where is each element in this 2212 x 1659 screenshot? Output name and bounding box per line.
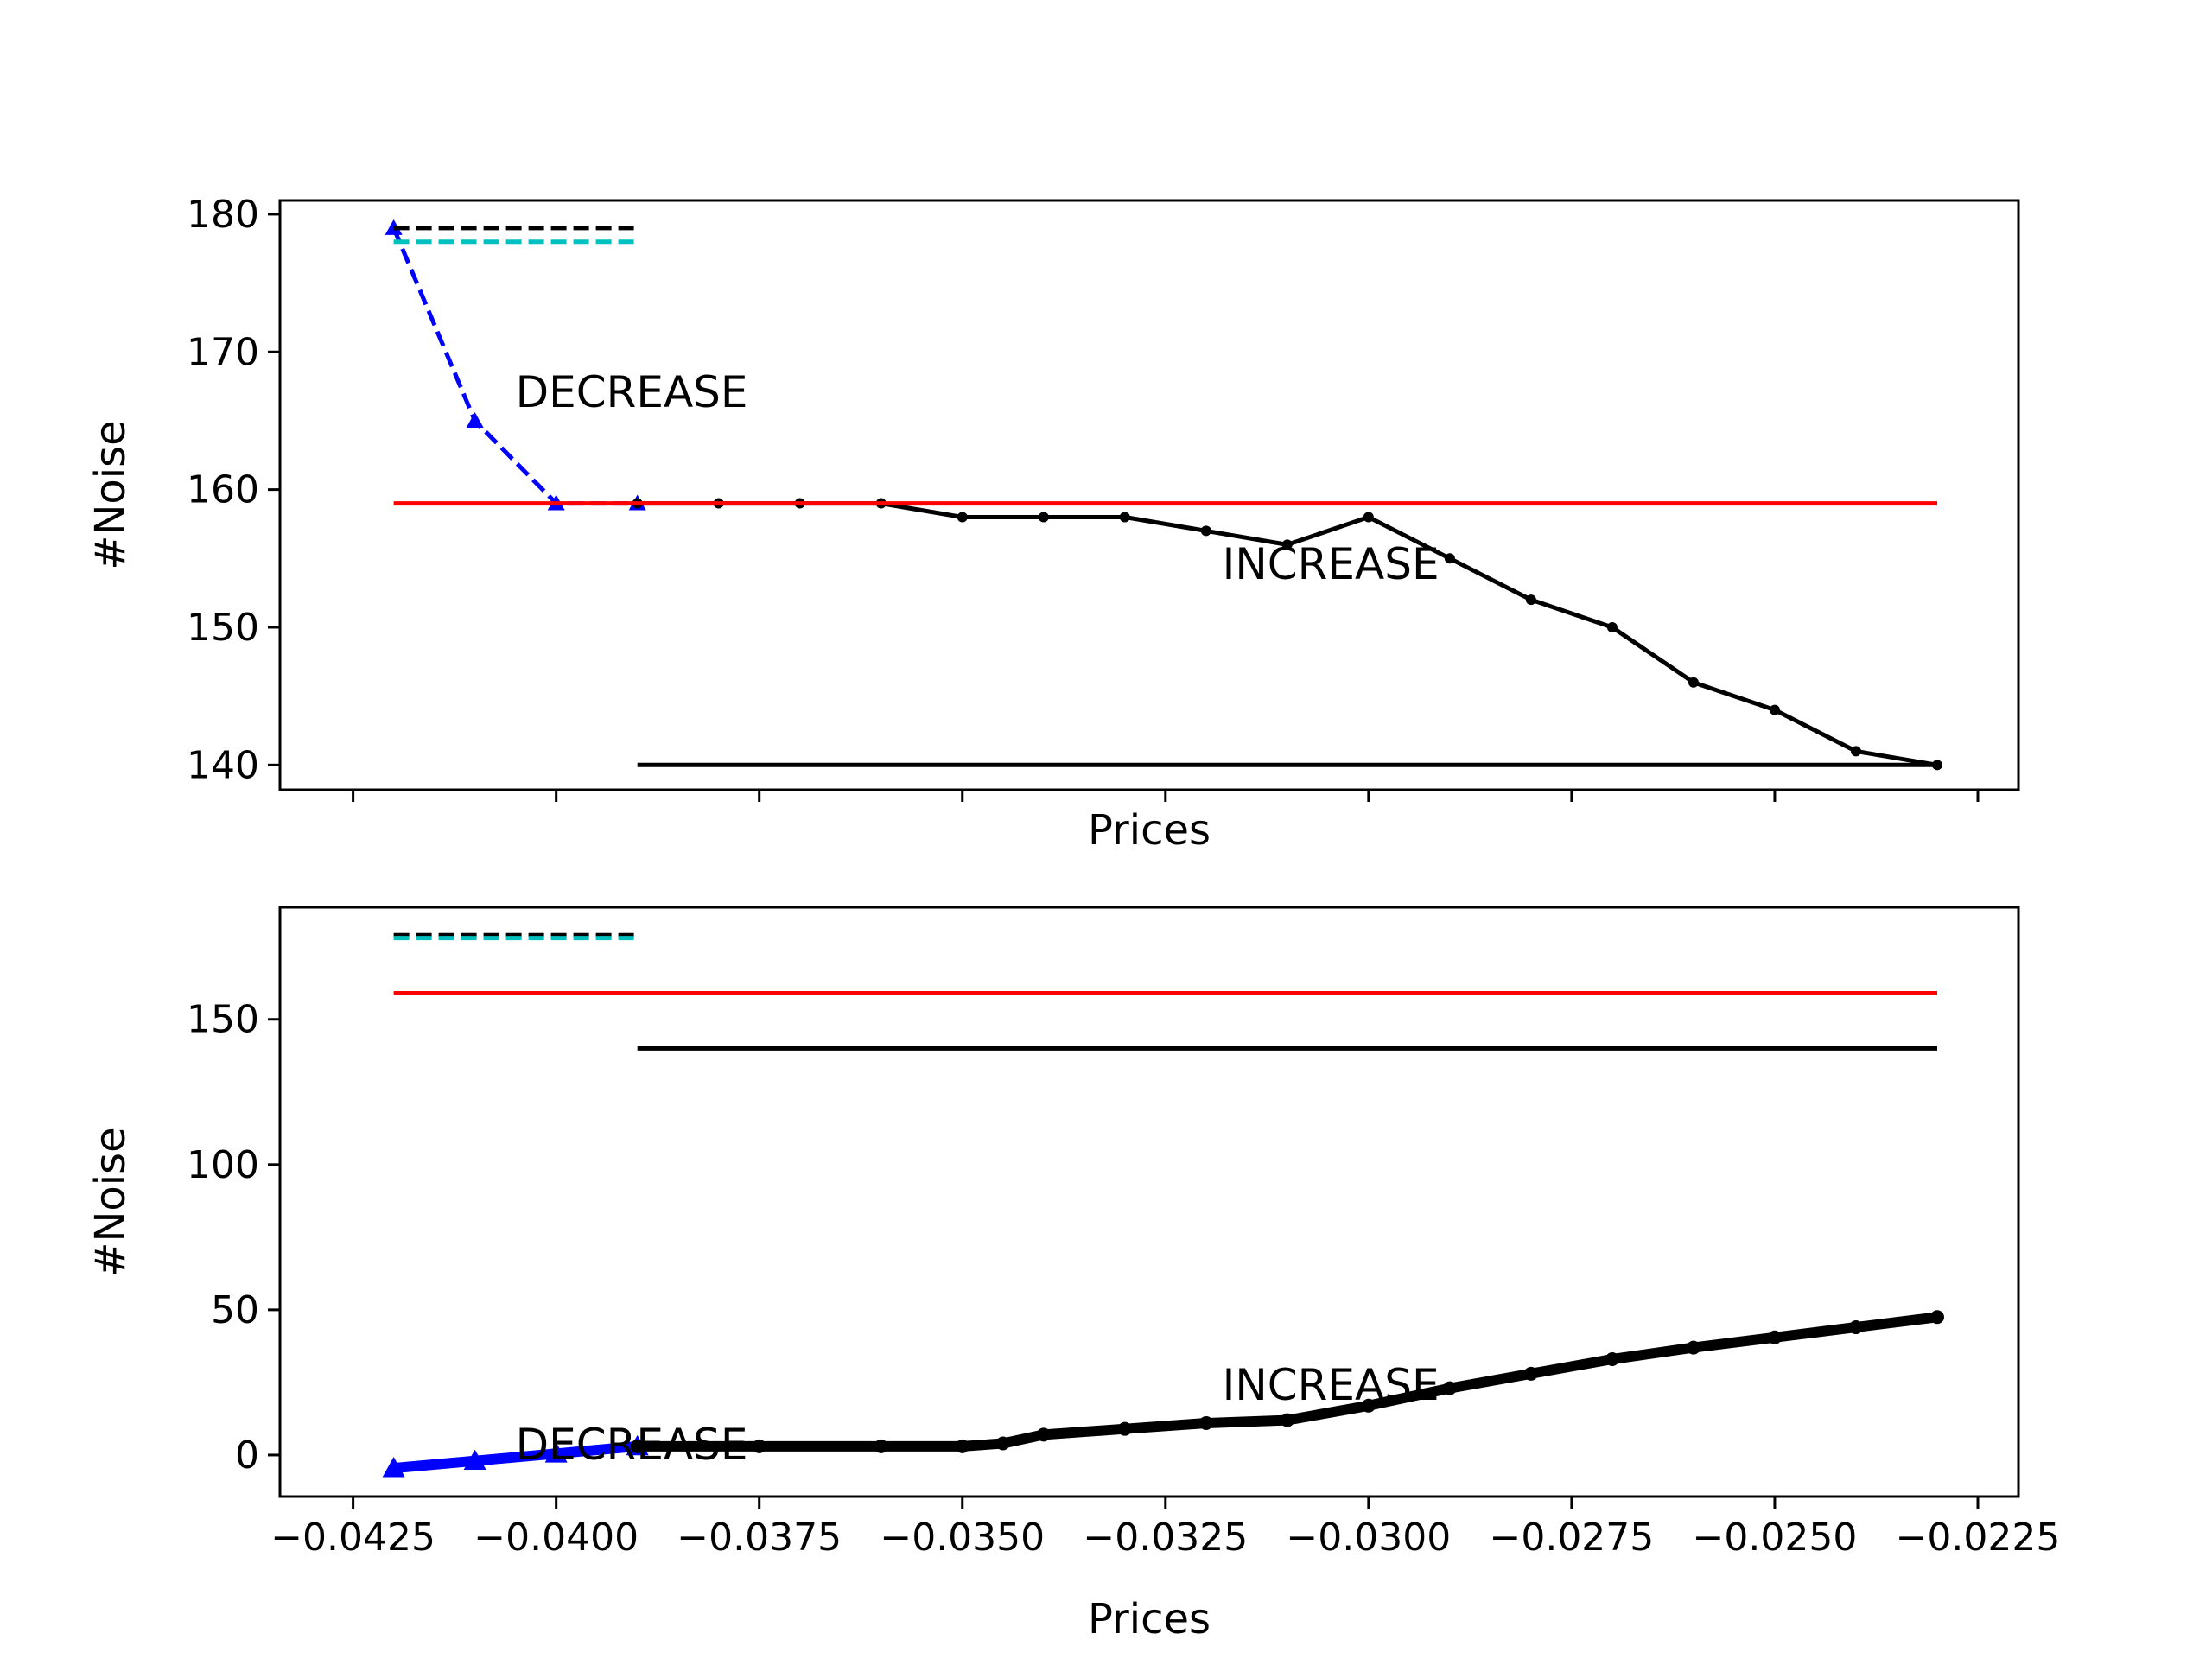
top-series-layer (385, 219, 1942, 771)
series-line-0 (388, 1440, 643, 1474)
y-tick-label: 160 (187, 468, 259, 512)
data-point (1363, 512, 1374, 523)
top-tick-layer: 140 150 160 170 180 (187, 193, 1980, 802)
data-point (995, 1436, 1010, 1451)
data-point (1198, 1415, 1213, 1430)
annotation-increase: INCREASE (1223, 1360, 1440, 1410)
y-tick-label: 180 (187, 193, 259, 237)
annotation-increase: INCREASE (1223, 539, 1440, 589)
data-point (1119, 512, 1130, 523)
data-point (1929, 1310, 1944, 1325)
data-point (955, 1439, 969, 1453)
data-point-triangle (382, 1457, 405, 1478)
bottom-tick-layer: −0.0425 −0.0400 −0.0375 −0.0350 −0.0325 −0.03… (187, 998, 2060, 1560)
data-point (1280, 1413, 1294, 1427)
data-point (1769, 704, 1780, 715)
data-point (1036, 1427, 1051, 1442)
x-tick-label: −0.0225 (1896, 1516, 2061, 1560)
data-point (630, 1439, 645, 1453)
top-plot-area (278, 199, 2020, 791)
x-tick-label: −0.0425 (270, 1516, 435, 1560)
top-annotations: DECREASE INCREASE (516, 367, 1440, 589)
data-point-triangle (466, 411, 484, 428)
data-point (1038, 512, 1049, 523)
x-tick-label: −0.0300 (1286, 1516, 1451, 1560)
data-point (1281, 539, 1293, 550)
data-point-triangle (544, 1442, 568, 1463)
annotation-decrease: DECREASE (516, 367, 748, 417)
data-point (752, 1439, 766, 1453)
data-point (1605, 1352, 1619, 1367)
bottom-plot-area (278, 906, 2020, 1498)
y-tick-label: 140 (187, 743, 259, 787)
top-y-axis-label: #Noise (86, 420, 135, 569)
x-tick-label: −0.0375 (677, 1516, 842, 1560)
data-point (1444, 553, 1455, 564)
data-point (1688, 677, 1699, 688)
data-point (957, 512, 968, 523)
y-tick-label: 100 (187, 1143, 259, 1187)
x-tick-label: −0.0350 (880, 1516, 1045, 1560)
bottom-series-layer (382, 932, 1944, 1478)
data-point (874, 1439, 888, 1453)
data-point (1117, 1421, 1132, 1436)
y-tick-label: 150 (187, 606, 259, 650)
bottom-annotations: DECREASE INCREASE (516, 1360, 1440, 1470)
x-tick-label: −0.0400 (474, 1516, 639, 1560)
data-point (1686, 1340, 1700, 1355)
data-point (1525, 594, 1536, 606)
data-point (1200, 525, 1211, 537)
x-tick-label: −0.0250 (1693, 1516, 1858, 1560)
x-tick-label: −0.0325 (1083, 1516, 1248, 1560)
annotation-decrease: DECREASE (516, 1420, 748, 1470)
axes-frame (278, 906, 2020, 1498)
data-point (1848, 1320, 1863, 1335)
bottom-x-axis-label: Prices (1088, 1595, 1211, 1643)
data-point-triangle (463, 1449, 486, 1471)
top-subplot: DECREASE INCREASE 140 150 160 170 180 Prices… (86, 193, 2020, 855)
data-point (1361, 1398, 1376, 1413)
data-point (1523, 1366, 1538, 1381)
bottom-subplot: DECREASE INCREASE −0.0425 −0.0400 −0.0375−… (86, 906, 2060, 1643)
x-tick-label: −0.0275 (1489, 1516, 1654, 1560)
y-tick-label: 150 (187, 998, 259, 1042)
data-point (1442, 1381, 1457, 1395)
y-tick-label: 0 (235, 1433, 259, 1478)
data-point (1767, 1330, 1782, 1344)
y-tick-label: 50 (211, 1288, 259, 1332)
data-point (1850, 746, 1861, 757)
data-point (1606, 621, 1618, 632)
axes-frame (278, 199, 2020, 791)
top-x-axis-label: Prices (1088, 806, 1211, 855)
bottom-y-axis-label: #Noise (86, 1127, 135, 1276)
y-tick-label: 170 (187, 330, 259, 374)
